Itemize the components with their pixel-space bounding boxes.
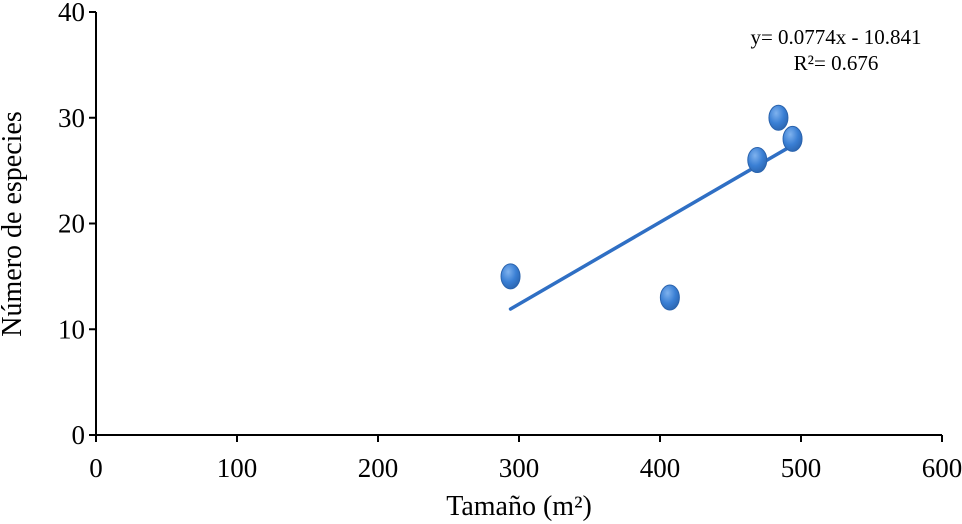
axes: 0 100 200 300 400 500 600 0 10 20 30 40	[58, 0, 962, 483]
trendline-r2: R²= 0.676	[794, 51, 879, 75]
trendline-equation: y= 0.0774x - 10.841	[750, 25, 921, 49]
y-tick-label: 0	[72, 420, 86, 450]
y-tick-label: 10	[58, 314, 85, 344]
x-tick-label: 200	[358, 453, 399, 483]
x-tick-label: 500	[781, 453, 822, 483]
data-point	[782, 125, 803, 152]
x-tick-label: 400	[640, 453, 681, 483]
y-tick-label: 20	[58, 209, 85, 239]
data-point	[768, 104, 789, 131]
x-axis-title: Tamaño (m²)	[446, 491, 592, 522]
trendline-group	[508, 143, 795, 311]
y-axis-title: Número de especies	[0, 111, 28, 336]
x-tick-label: 100	[217, 453, 258, 483]
labels-group: y= 0.0774x - 10.841 R²= 0.676 Tamaño (m²…	[0, 25, 922, 522]
x-tick-label: 0	[89, 453, 103, 483]
y-tick-label: 30	[58, 103, 85, 133]
data-points	[500, 104, 803, 311]
x-tick-label: 300	[499, 453, 540, 483]
x-tick-label: 600	[922, 453, 962, 483]
data-point	[659, 284, 680, 311]
y-tick-label: 40	[58, 0, 85, 27]
data-point	[500, 263, 521, 290]
data-point	[747, 147, 768, 174]
trendline	[508, 143, 795, 311]
